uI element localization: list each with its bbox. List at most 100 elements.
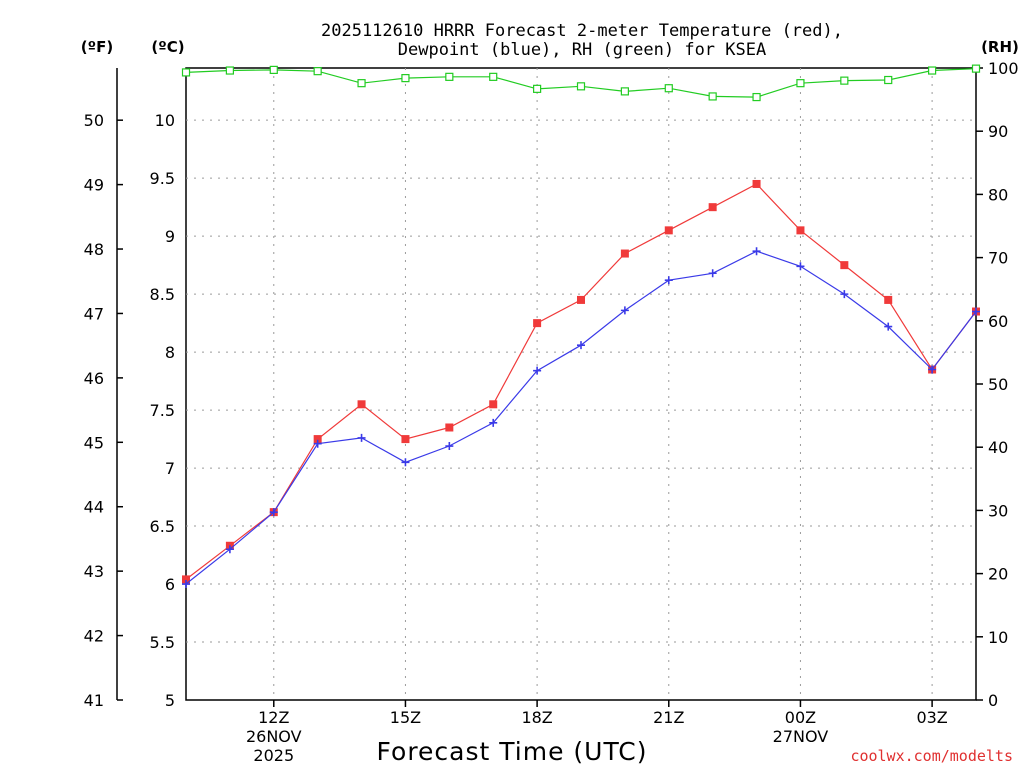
- x-axis-title: Forecast Time (UTC): [377, 737, 648, 766]
- rh-point: [181, 68, 191, 77]
- fahrenheit-tick-label: 48: [84, 240, 104, 259]
- dewpoint-point: [445, 442, 454, 451]
- dewpoint-point: [269, 508, 278, 517]
- x-tick-label: 15Z: [390, 708, 421, 727]
- celsius-unit-label: (ºC): [151, 38, 184, 56]
- temperature-point: [182, 575, 190, 584]
- temperature-point: [445, 423, 454, 432]
- rh-point: [928, 66, 937, 75]
- dewpoint-point: [884, 322, 893, 331]
- fahrenheit-tick-label: 43: [84, 562, 104, 581]
- celsius-tick-label: 7: [165, 459, 175, 478]
- dewpoint-point: [489, 418, 498, 427]
- x-tick-label: 03Z: [916, 708, 947, 727]
- dewpoint-point: [796, 262, 805, 271]
- dewpoint-point: [708, 269, 717, 278]
- credit-text: coolwx.com/modelts: [850, 747, 1013, 765]
- x-tick-date-label: 26NOV: [246, 727, 302, 746]
- rh-point: [489, 72, 498, 81]
- rh-point: [313, 67, 322, 76]
- temperature-point: [708, 203, 717, 212]
- temperature-point: [620, 249, 629, 258]
- temperature-point: [664, 226, 673, 235]
- rh-tick-label: 80: [988, 185, 1008, 204]
- rh-point: [533, 84, 542, 93]
- x-tick-date-label: 27NOV: [773, 727, 829, 746]
- dewpoint-point: [225, 545, 234, 554]
- celsius-tick-label: 5.5: [150, 633, 175, 652]
- grid-lines: [186, 68, 976, 700]
- rh-tick-label: 70: [988, 249, 1008, 268]
- x-tick-year-label: 2025: [253, 746, 294, 765]
- rh-point: [225, 66, 234, 75]
- fahrenheit-tick-label: 46: [84, 369, 104, 388]
- celsius-tick-label: 8.5: [150, 285, 175, 304]
- rh-point: [620, 87, 629, 96]
- rh-tick-label: 0: [988, 691, 998, 710]
- x-tick-label: 18Z: [521, 708, 552, 727]
- rh-point: [576, 82, 586, 91]
- temperature-point: [489, 400, 498, 409]
- celsius-tick-label: 6: [165, 575, 175, 594]
- rh-tick-label: 50: [988, 375, 1008, 394]
- chart-title-line1: 2025112610 HRRR Forecast 2-meter Tempera…: [321, 21, 843, 41]
- dewpoint-point: [182, 580, 190, 589]
- temperature-point: [577, 295, 585, 304]
- chart-title-line2: Dewpoint (blue), RH (green) for KSEA: [398, 40, 766, 60]
- temperature-line: [185, 183, 977, 580]
- rh-tick-label: 100: [988, 59, 1019, 78]
- rh-point: [840, 76, 849, 85]
- rh-tick-label: 60: [988, 312, 1008, 331]
- fahrenheit-tick-label: 41: [84, 691, 104, 710]
- rh-point: [752, 92, 761, 102]
- dewpoint-point: [357, 433, 366, 442]
- temperature-point: [401, 435, 410, 444]
- rh-unit-label: (RH): [981, 38, 1019, 56]
- fahrenheit-tick-label: 44: [84, 498, 104, 517]
- dewpoint-point: [533, 366, 542, 375]
- rh-point: [445, 72, 454, 81]
- fahrenheit-tick-label: 42: [84, 627, 104, 646]
- rh-point: [401, 74, 410, 83]
- celsius-tick-label: 10: [155, 111, 175, 130]
- celsius-tick-label: 9: [165, 227, 175, 246]
- fahrenheit-tick-label: 47: [84, 304, 104, 323]
- celsius-tick-label: 8: [165, 343, 175, 362]
- rh-point: [884, 75, 893, 85]
- dewpoint-point: [577, 341, 585, 350]
- rh-tick-label: 20: [988, 565, 1008, 584]
- x-tick-label: 12Z: [258, 708, 289, 727]
- rh-point: [357, 79, 366, 88]
- dewpoint-point: [972, 307, 980, 316]
- dewpoint-point: [664, 276, 673, 285]
- dewpoint-point: [401, 458, 410, 467]
- celsius-tick-label: 7.5: [150, 401, 175, 420]
- rh-tick-label: 40: [988, 438, 1008, 457]
- dewpoint-point: [840, 290, 849, 299]
- celsius-tick-label: 9.5: [150, 169, 175, 188]
- fahrenheit-unit-label: (ºF): [81, 38, 113, 56]
- rh-tick-label: 30: [988, 501, 1008, 520]
- rh-point: [971, 64, 981, 73]
- dewpoint-point: [928, 365, 937, 374]
- x-tick-label: 21Z: [653, 708, 684, 727]
- fahrenheit-tick-label: 45: [84, 433, 104, 452]
- temperature-point: [533, 319, 542, 328]
- rh-point: [796, 79, 805, 88]
- dewpoint-point: [313, 439, 322, 448]
- temperature-point: [752, 179, 761, 188]
- dewpoint-point: [620, 306, 629, 315]
- temperature-point: [840, 261, 849, 270]
- rh-tick-label: 10: [988, 628, 1008, 647]
- rh-tick-label: 90: [988, 122, 1008, 141]
- dewpoint-point: [752, 247, 761, 256]
- temperature-point: [357, 400, 366, 409]
- fahrenheit-tick-label: 49: [84, 176, 104, 195]
- plot-frame: [185, 67, 977, 701]
- rh-point: [269, 65, 278, 74]
- fahrenheit-tick-label: 50: [84, 111, 104, 130]
- temperature-point: [884, 295, 893, 304]
- celsius-tick-label: 6.5: [150, 517, 175, 536]
